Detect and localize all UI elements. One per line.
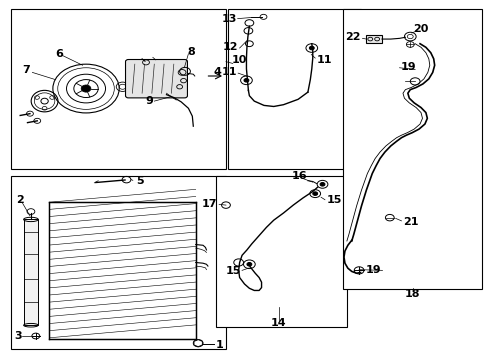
Bar: [11, 9, 225, 169]
Text: 12: 12: [222, 42, 238, 52]
Text: 20: 20: [412, 24, 428, 34]
Text: 5: 5: [136, 176, 143, 186]
Text: 15: 15: [225, 266, 240, 276]
Circle shape: [246, 262, 251, 266]
Text: 11: 11: [221, 67, 236, 77]
Text: 14: 14: [270, 319, 286, 328]
Text: 6: 6: [55, 49, 63, 59]
Text: 22: 22: [345, 32, 360, 42]
Text: 15: 15: [326, 195, 341, 205]
Bar: [49, 202, 195, 338]
Text: 1: 1: [215, 340, 223, 350]
Text: 10: 10: [231, 55, 247, 65]
Text: 4: 4: [213, 67, 221, 77]
Bar: [366, 35, 381, 43]
Text: 19: 19: [365, 265, 380, 275]
Text: 17: 17: [202, 199, 217, 210]
Bar: [23, 220, 38, 325]
Text: 16: 16: [291, 171, 306, 181]
Circle shape: [244, 78, 248, 82]
Circle shape: [320, 183, 325, 186]
Bar: [11, 176, 225, 349]
Text: 18: 18: [404, 289, 420, 299]
Circle shape: [309, 46, 314, 50]
Text: 7: 7: [22, 64, 30, 75]
Bar: [227, 9, 360, 169]
Text: 19: 19: [400, 62, 415, 72]
Bar: [216, 176, 346, 327]
Text: 2: 2: [16, 195, 24, 205]
FancyBboxPatch shape: [125, 59, 187, 98]
Text: 21: 21: [402, 217, 418, 227]
Text: 9: 9: [145, 96, 153, 106]
Circle shape: [81, 85, 91, 92]
Text: 11: 11: [316, 55, 331, 65]
Text: 8: 8: [186, 46, 194, 57]
Text: 13: 13: [221, 14, 236, 24]
Circle shape: [312, 192, 317, 195]
Text: 3: 3: [14, 331, 21, 341]
Bar: [343, 9, 482, 289]
